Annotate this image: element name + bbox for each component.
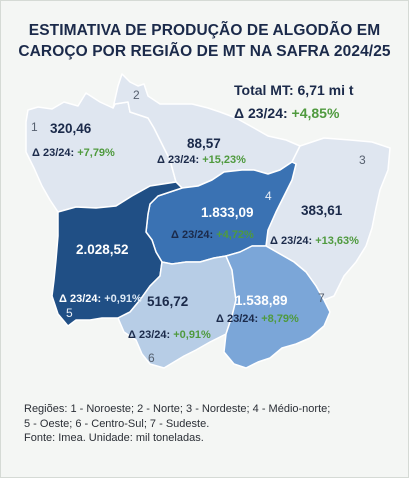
region-6-delta-value: +0,91% [173,329,211,341]
region-7-delta-value: +8,79% [261,313,299,325]
footer-source: Fonte: Imea. Unidade: mil toneladas. [24,432,204,444]
region-number-2: 2 [133,88,140,102]
region-6-delta-label: Δ 23/24: [128,329,171,341]
total-value: 6,71 mi t [297,82,354,98]
region-5-delta: Δ 23/24: +0,91% [59,293,142,305]
total-delta-label: Δ 23/24: [234,105,288,121]
region-7-delta-label: Δ 23/24: [216,313,259,325]
region-5-delta-value: +0,91% [104,293,142,305]
region-3-delta-label: Δ 23/24: [270,235,313,247]
region-7-delta: Δ 23/24: +8,79% [216,313,299,325]
region-number-5: 5 [66,306,73,320]
region-2-value: 88,57 [187,136,221,151]
region-5-delta-label: Δ 23/24: [59,293,102,305]
title-line-1: ESTIMATIVA DE PRODUÇÃO DE ALGODÃO EM [28,22,381,39]
region-7-value: 1.538,89 [235,293,288,308]
region-number-7: 7 [318,291,325,305]
total-delta-value: +4,85% [291,105,340,121]
region-3-delta: Δ 23/24: +13,63% [270,235,359,247]
region-6-value: 516,72 [147,294,189,309]
region-1-value: 320,46 [50,121,92,136]
region-2-delta-value: +15,23% [202,154,246,166]
region-2-delta-label: Δ 23/24: [157,154,200,166]
region-sudeste [223,245,331,369]
total-label: Total MT: [234,82,294,98]
region-number-1: 1 [31,120,38,134]
region-1-delta: Δ 23/24: +7,79% [32,147,115,159]
region-number-6: 6 [148,351,155,365]
region-6-delta: Δ 23/24: +0,91% [128,329,211,341]
total-delta: Δ 23/24: +4,85% [234,105,339,121]
map-footer: Regiões: 1 - Noroeste; 2 - Norte; 3 - No… [24,402,330,446]
total-production: Total MT: 6,71 mi t [234,82,354,98]
region-3-delta-value: +13,63% [315,235,359,247]
region-4-delta-value: +4,72% [216,229,254,241]
region-4-value: 1.833,09 [201,205,254,220]
map-title: ESTIMATIVA DE PRODUÇÃO DE ALGODÃO EM CAR… [0,20,409,62]
region-5-value: 2.028,52 [76,242,129,257]
footer-regions-legend-2: 5 - Oeste; 6 - Centro-Sul; 7 - Sudeste. [24,417,210,430]
region-1-delta-label: Δ 23/24: [32,147,75,159]
title-line-2: CAROÇO POR REGIÃO DE MT NA SAFRA 2024/25 [18,43,391,60]
footer-regions-legend-1: Regiões: 1 - Noroeste; 2 - Norte; 3 - No… [24,403,331,415]
region-number-4: 4 [265,189,272,203]
region-3-value: 383,61 [301,203,343,218]
region-4-delta: Δ 23/24: +4,72% [171,229,254,241]
region-1-delta-value: +7,79% [77,147,115,159]
region-4-delta-label: Δ 23/24: [171,229,214,241]
region-centro-sul [117,255,237,369]
region-2-delta: Δ 23/24: +15,23% [157,154,246,166]
region-number-3: 3 [359,153,366,167]
